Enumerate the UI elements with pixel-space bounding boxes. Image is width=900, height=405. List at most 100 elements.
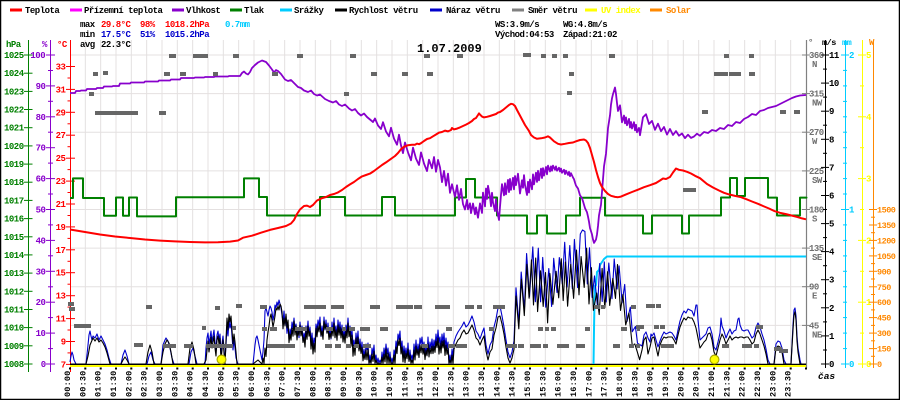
- svg-text:1200: 1200: [877, 236, 896, 246]
- svg-text:23:00: 23:00: [768, 371, 778, 397]
- svg-text:12:00: 12:00: [431, 371, 441, 397]
- svg-text:N: N: [812, 60, 817, 70]
- svg-text:Rychlost větru: Rychlost větru: [349, 6, 418, 16]
- svg-text:135: 135: [809, 244, 824, 254]
- svg-text:Solar: Solar: [666, 6, 691, 16]
- svg-text:21:30: 21:30: [722, 371, 732, 397]
- svg-text:Tlak: Tlak: [244, 6, 265, 16]
- svg-text:29: 29: [56, 108, 66, 118]
- svg-text:600: 600: [877, 298, 891, 308]
- svg-text:°C: °C: [57, 40, 68, 50]
- svg-text:450: 450: [877, 314, 891, 324]
- svg-text:09:30: 09:30: [354, 371, 364, 397]
- svg-text:03:30: 03:30: [170, 371, 180, 397]
- svg-text:12:30: 12:30: [446, 371, 456, 397]
- svg-text:9: 9: [61, 337, 66, 347]
- svg-text:1012: 1012: [4, 287, 24, 297]
- svg-text:23:30: 23:30: [784, 371, 794, 397]
- svg-text:14:00: 14:00: [492, 371, 502, 397]
- svg-text:18:30: 18:30: [630, 371, 640, 397]
- svg-text:90: 90: [36, 82, 46, 92]
- svg-text:1019: 1019: [4, 160, 24, 170]
- svg-text:SE: SE: [812, 253, 823, 263]
- svg-text:21:00: 21:00: [707, 371, 717, 397]
- svg-text:29.8°C: 29.8°C: [101, 20, 132, 30]
- svg-text:04:30: 04:30: [201, 371, 211, 397]
- svg-text:5: 5: [829, 220, 834, 230]
- svg-text:1014: 1014: [4, 251, 25, 261]
- svg-text:1018: 1018: [4, 178, 24, 188]
- svg-text:27: 27: [56, 131, 66, 141]
- svg-text:02:00: 02:00: [124, 371, 134, 397]
- svg-text:1: 1: [849, 206, 855, 216]
- svg-text:33: 33: [56, 63, 66, 73]
- svg-text:10: 10: [36, 329, 46, 339]
- svg-text:05:00: 05:00: [216, 371, 226, 397]
- svg-text:NW: NW: [812, 99, 823, 109]
- svg-text:min: min: [80, 30, 95, 40]
- svg-text:1024: 1024: [4, 69, 25, 79]
- svg-text:360: 360: [809, 51, 824, 61]
- svg-text:1008: 1008: [4, 360, 24, 370]
- svg-text:Přízemní teplota: Přízemní teplota: [84, 6, 164, 16]
- svg-text:150: 150: [877, 345, 891, 355]
- svg-text:70: 70: [36, 144, 46, 154]
- svg-text:20:00: 20:00: [676, 371, 686, 397]
- svg-text:16:00: 16:00: [554, 371, 564, 397]
- svg-text:4: 4: [829, 248, 835, 258]
- svg-text:07:00: 07:00: [278, 371, 288, 397]
- svg-text:2: 2: [849, 51, 854, 61]
- svg-text:19:00: 19:00: [646, 371, 656, 397]
- svg-text:Směr větru: Směr větru: [528, 6, 577, 16]
- svg-text:1021: 1021: [4, 124, 25, 134]
- svg-text:15:30: 15:30: [538, 371, 548, 397]
- svg-text:01:30: 01:30: [109, 371, 119, 397]
- svg-text:4: 4: [866, 113, 872, 123]
- svg-text:20:30: 20:30: [692, 371, 702, 397]
- svg-text:1350: 1350: [877, 221, 896, 231]
- svg-text:0: 0: [829, 360, 834, 370]
- svg-text:1023: 1023: [4, 87, 24, 97]
- svg-text:00:00: 00:00: [63, 371, 73, 397]
- svg-text:1015.2hPa: 1015.2hPa: [165, 30, 210, 40]
- svg-text:Náraz větru: Náraz větru: [446, 6, 500, 16]
- svg-text:100: 100: [30, 51, 45, 61]
- svg-text:1017: 1017: [4, 196, 24, 206]
- svg-text:20: 20: [36, 298, 46, 308]
- svg-text:22:30: 22:30: [753, 371, 763, 397]
- svg-text:1013: 1013: [4, 269, 24, 279]
- svg-text:2: 2: [866, 236, 871, 246]
- svg-text:WG:4.8m/s: WG:4.8m/s: [563, 20, 607, 30]
- svg-text:40: 40: [36, 236, 46, 246]
- svg-text:čas: čas: [818, 371, 835, 382]
- svg-text:1.07.2009: 1.07.2009: [417, 42, 482, 56]
- svg-text:0: 0: [866, 360, 871, 370]
- svg-text:W: W: [869, 38, 875, 48]
- svg-text:1: 1: [866, 298, 872, 308]
- svg-text:03:00: 03:00: [155, 371, 165, 397]
- svg-text:90: 90: [809, 283, 819, 293]
- svg-text:1500: 1500: [877, 206, 896, 216]
- svg-text:01:00: 01:00: [94, 371, 104, 397]
- svg-text:18:00: 18:00: [615, 371, 625, 397]
- svg-text:2: 2: [829, 304, 834, 314]
- svg-text:31: 31: [56, 85, 67, 95]
- svg-text:1: 1: [829, 332, 835, 342]
- svg-text:5: 5: [866, 51, 871, 61]
- svg-text:Srážky: Srážky: [294, 6, 325, 16]
- svg-text:08:30: 08:30: [324, 371, 334, 397]
- svg-text:WS:3.9m/s: WS:3.9m/s: [495, 20, 539, 30]
- svg-text:%: %: [42, 40, 48, 50]
- svg-text:17:30: 17:30: [600, 371, 610, 397]
- svg-text:98%: 98%: [140, 20, 156, 30]
- svg-text:900: 900: [877, 267, 891, 277]
- svg-text:80: 80: [36, 113, 46, 123]
- svg-text:7: 7: [829, 163, 834, 173]
- svg-text:13: 13: [56, 292, 66, 302]
- svg-text:270: 270: [809, 128, 824, 138]
- svg-text:15:00: 15:00: [523, 371, 533, 397]
- svg-text:8: 8: [829, 135, 834, 145]
- svg-text:1020: 1020: [4, 142, 24, 152]
- svg-text:Západ:21:02: Západ:21:02: [563, 30, 617, 40]
- svg-text:E: E: [812, 292, 818, 302]
